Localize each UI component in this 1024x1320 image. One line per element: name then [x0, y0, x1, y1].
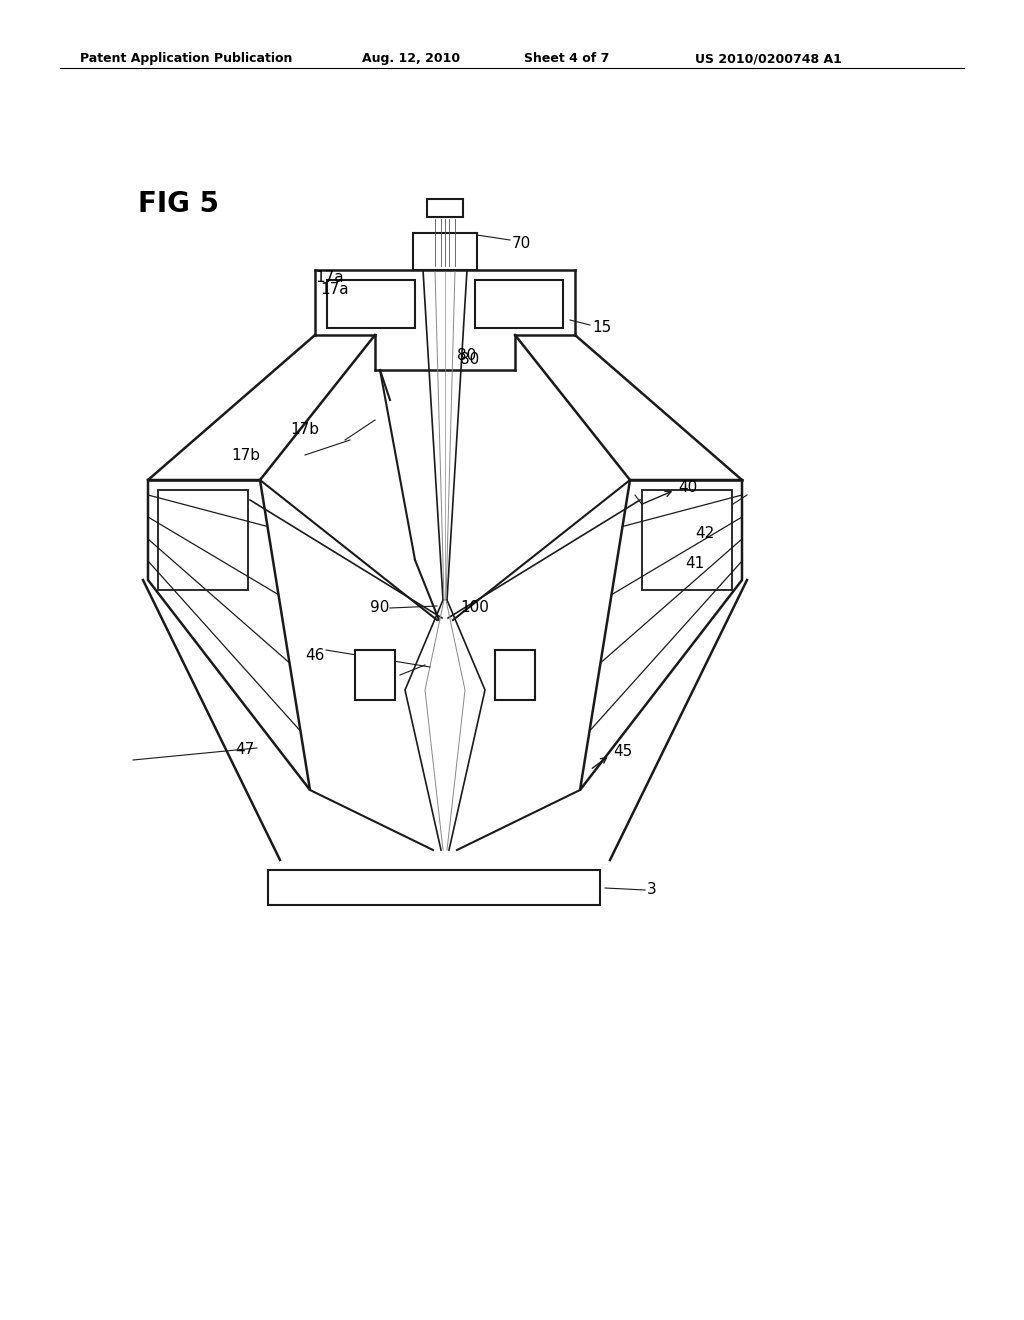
Polygon shape: [148, 480, 310, 789]
Text: US 2010/0200748 A1: US 2010/0200748 A1: [695, 51, 842, 65]
Bar: [355, 649, 395, 700]
Text: 17a: 17a: [319, 282, 348, 297]
Bar: [268, 870, 600, 906]
Text: 41: 41: [685, 556, 705, 570]
Text: 80: 80: [457, 347, 476, 363]
Text: 15: 15: [592, 321, 611, 335]
Text: 70: 70: [512, 235, 531, 251]
Text: 17a: 17a: [315, 271, 344, 285]
Text: 45: 45: [613, 744, 632, 759]
Text: 17b: 17b: [290, 422, 319, 437]
Text: 80: 80: [460, 352, 479, 367]
Bar: [642, 490, 732, 590]
Text: 46: 46: [305, 648, 325, 663]
Text: 40: 40: [678, 480, 697, 495]
Text: FIG 5: FIG 5: [138, 190, 219, 218]
Polygon shape: [580, 480, 742, 789]
Text: 90: 90: [370, 601, 389, 615]
Bar: [495, 649, 535, 700]
Text: Aug. 12, 2010: Aug. 12, 2010: [362, 51, 460, 65]
Text: 47: 47: [236, 742, 255, 758]
Bar: [413, 234, 477, 271]
Bar: [427, 199, 463, 216]
Bar: [327, 280, 415, 327]
Text: 42: 42: [695, 525, 715, 540]
Bar: [475, 280, 563, 327]
Text: 17b: 17b: [231, 447, 260, 462]
Text: 3: 3: [647, 883, 656, 898]
Text: 100: 100: [460, 601, 488, 615]
Bar: [158, 490, 248, 590]
Text: Patent Application Publication: Patent Application Publication: [80, 51, 293, 65]
Text: Sheet 4 of 7: Sheet 4 of 7: [524, 51, 609, 65]
